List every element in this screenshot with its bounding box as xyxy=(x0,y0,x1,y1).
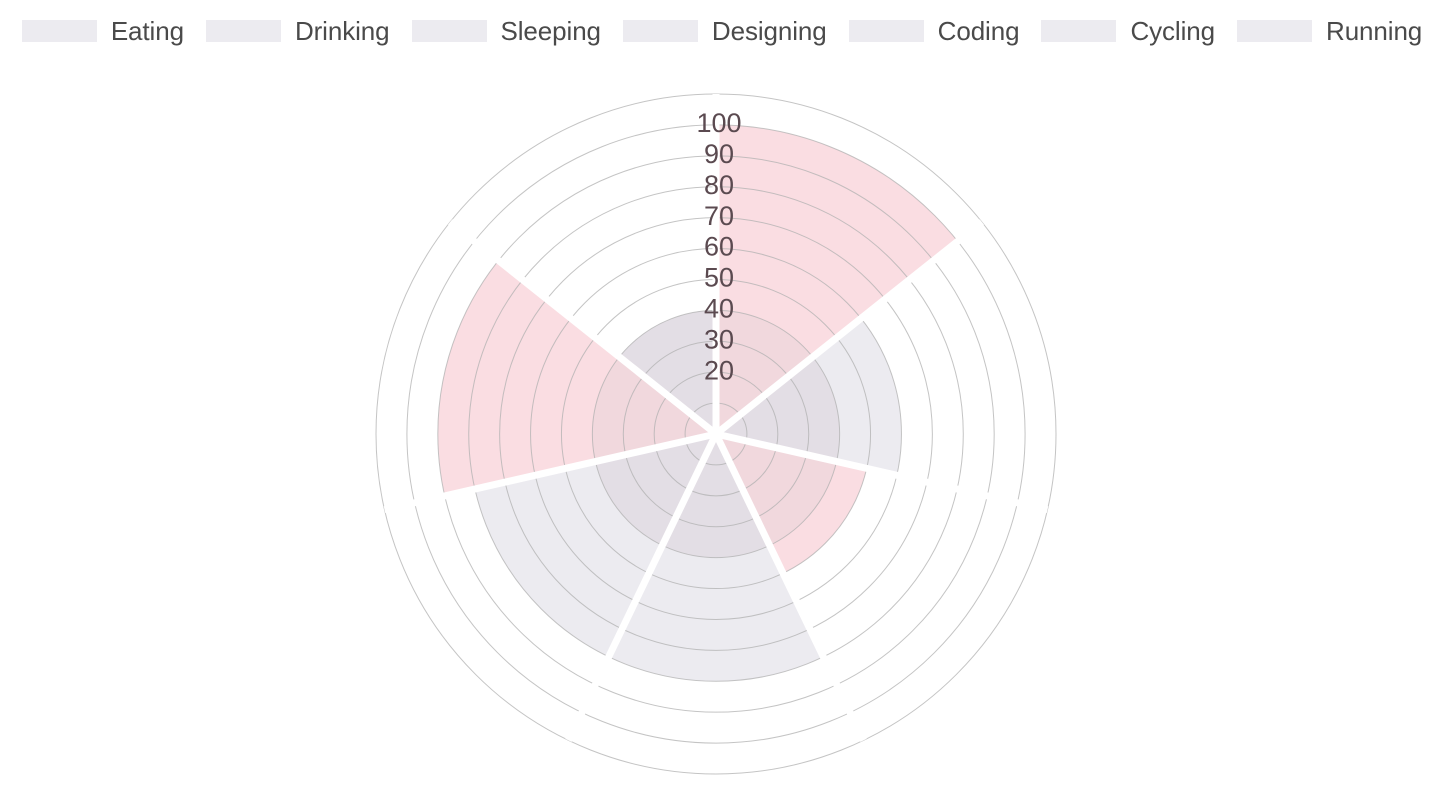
sector-divider-1 xyxy=(713,219,985,437)
inner-overlay-sector-sleeping xyxy=(716,434,837,546)
legend-swatch-icon xyxy=(205,20,281,42)
sector-divider-5 xyxy=(383,430,717,514)
radial-tick-label: 50 xyxy=(704,263,734,293)
legend-item-running[interactable]: Running xyxy=(1237,18,1422,44)
legend-item-label: Eating xyxy=(110,16,184,46)
legend-item-sleeping[interactable]: Sleeping xyxy=(411,16,602,46)
legend-item-label: Sleeping xyxy=(500,16,602,46)
legend-item-label: Running xyxy=(1326,16,1423,46)
sector-divider-4 xyxy=(565,432,720,742)
sector-divider-3 xyxy=(712,432,867,742)
legend-item-label: Designing xyxy=(711,16,827,46)
sector-divider-6 xyxy=(447,219,719,437)
legend-swatch-icon xyxy=(21,20,97,42)
legend-item-label: Cycling xyxy=(1130,16,1216,46)
radial-tick-label: 90 xyxy=(704,139,734,169)
legend-swatch-icon xyxy=(1237,20,1313,42)
chart-legend: Eating Drinking Sleeping Designing Coding Cyc… xyxy=(0,0,1444,62)
legend-item-label: Coding xyxy=(937,16,1020,46)
legend-swatch-icon xyxy=(848,20,924,42)
sector-dividers-layer xyxy=(383,94,1049,742)
legend-item-drinking[interactable]: Drinking xyxy=(205,16,390,46)
radial-tick-label: 40 xyxy=(704,293,734,323)
radial-tick-label: 100 xyxy=(696,108,741,138)
inner-overlay-sector-running xyxy=(619,310,716,434)
legend-item-label: Drinking xyxy=(294,16,390,46)
legend-swatch-icon xyxy=(622,20,698,42)
legend-item-coding[interactable]: Coding xyxy=(848,16,1020,46)
inner-overlay-sector-coding xyxy=(595,434,716,546)
legend-item-cycling[interactable]: Cycling xyxy=(1041,18,1215,44)
radial-tick-label: 70 xyxy=(704,201,734,231)
sector-divider-2 xyxy=(715,430,1049,514)
legend-item-designing[interactable]: Designing xyxy=(622,16,827,46)
inner-overlay-sector-eating xyxy=(716,310,813,434)
radial-tick-label: 60 xyxy=(704,232,734,262)
radial-tick-label: 80 xyxy=(704,170,734,200)
legend-item-eating[interactable]: Eating xyxy=(21,16,184,46)
legend-swatch-icon xyxy=(1041,20,1117,42)
radial-tick-label: 20 xyxy=(704,355,734,385)
legend-swatch-icon xyxy=(411,20,487,42)
radial-tick-label: 30 xyxy=(704,324,734,354)
